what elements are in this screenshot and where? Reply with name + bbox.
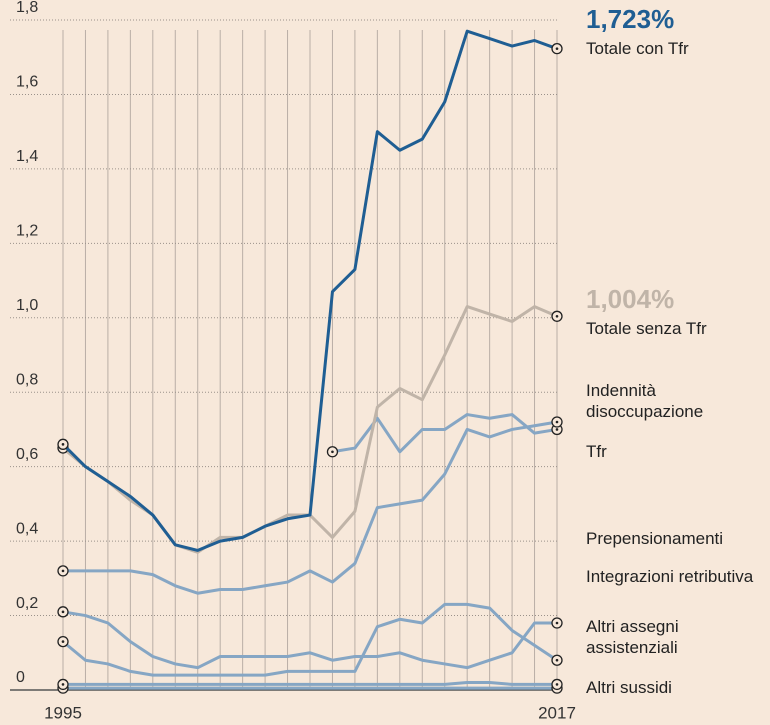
- value-label: 1,004%: [586, 284, 675, 314]
- end-dot: [555, 428, 559, 431]
- series-line: [61, 29, 558, 552]
- end-dot: [555, 658, 559, 662]
- y-tick-label: 1,4: [16, 148, 38, 165]
- series-label: Integrazioni retributiva: [586, 567, 754, 586]
- series-line: [62, 602, 558, 677]
- series-line: [62, 610, 557, 670]
- y-tick-label: 0,4: [16, 520, 38, 537]
- series-label: Prepensionamenti: [586, 529, 724, 548]
- series-label: Altri sussidi: [586, 678, 672, 697]
- end-dot: [555, 47, 559, 50]
- end-dot: [61, 640, 65, 643]
- series-line: [332, 413, 558, 454]
- end-dot: [61, 683, 65, 686]
- series-label: Indennità disoccupazione: [586, 381, 704, 421]
- y-tick-label: 0,2: [16, 595, 38, 612]
- x-tick-label: 2017: [538, 703, 576, 722]
- y-tick-label: 0,8: [16, 371, 38, 388]
- series-label: Altri assegni assistenziali: [586, 617, 679, 657]
- value-label: 1,723%: [586, 4, 675, 34]
- end-dot: [61, 569, 65, 573]
- series-label: Tfr: [586, 442, 607, 461]
- series-label: Totale con Tfr: [586, 39, 689, 58]
- end-dot: [331, 450, 334, 454]
- y-tick-label: 0,6: [16, 446, 38, 463]
- end-dot: [61, 443, 65, 446]
- y-tick-label: 1,0: [16, 297, 38, 314]
- y-tick-label: 1,6: [16, 74, 38, 91]
- end-dot: [555, 683, 559, 686]
- y-tick-label: 1,2: [16, 223, 38, 240]
- end-dot: [555, 314, 559, 318]
- series-line: [63, 681, 557, 686]
- series-line: [63, 420, 558, 595]
- y-tick-label: 1,8: [16, 0, 38, 16]
- end-dot: [555, 621, 559, 625]
- series-label: Totale senza Tfr: [586, 319, 707, 338]
- end-dot: [61, 610, 65, 614]
- x-tick-label: 1995: [44, 703, 82, 722]
- y-tick-label: 0: [16, 669, 25, 686]
- end-dot: [555, 420, 559, 424]
